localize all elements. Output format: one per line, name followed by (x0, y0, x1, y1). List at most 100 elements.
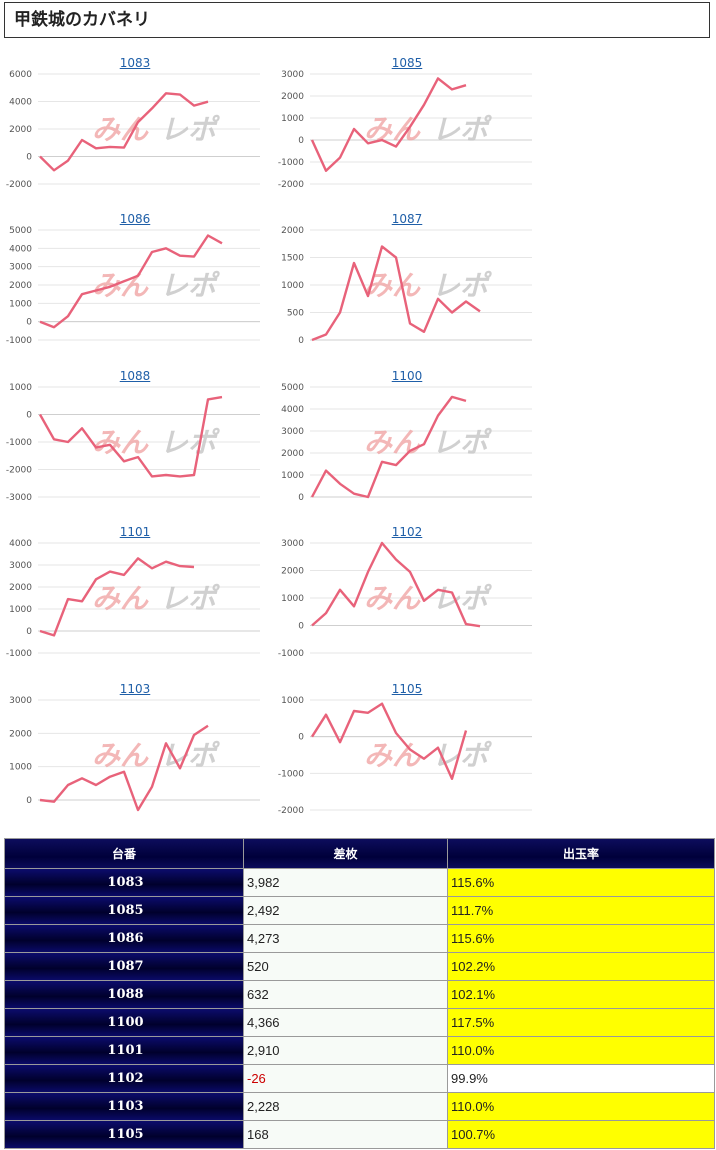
watermark-left: みん (92, 582, 149, 615)
y-tick-label: -2000 (278, 806, 304, 816)
unit-number-cell: 1105 (4, 1120, 244, 1149)
series-line (310, 77, 467, 173)
y-tick-label: -3000 (6, 493, 32, 503)
unit-number-cell: 1083 (4, 868, 244, 897)
y-tick-label: 3000 (281, 427, 304, 437)
watermark-right: レポ (160, 113, 220, 146)
y-tick-label: 4000 (281, 405, 304, 415)
chart-title-link[interactable]: 1085 (391, 56, 423, 70)
y-tick-label: 1000 (9, 605, 32, 615)
table-row: 1102 -26 99.9% (4, 1064, 715, 1093)
chart-svg: 2000 1500 1000 500 0 みん レポ (281, 226, 532, 346)
y-tick-label: 3000 (9, 561, 32, 571)
table-row: 1086 4,273 115.6% (4, 924, 715, 953)
table-header-row: 台番 差枚 出玉率 (4, 838, 715, 869)
unit-number-cell: 1087 (4, 952, 244, 981)
header-unit: 台番 (4, 838, 244, 869)
y-tick-label: -1000 (278, 158, 304, 168)
chart-title-link[interactable]: 1105 (391, 682, 423, 696)
payout-rate-cell: 111.7% (447, 896, 715, 925)
y-tick-label: 4000 (9, 539, 32, 549)
chart-1088: 1088 1000 0 -1000 -2000 -3000 みん レポ (0, 365, 270, 513)
y-tick-label: 1500 (281, 254, 304, 264)
table-row: 1083 3,982 115.6% (4, 868, 715, 897)
watermark-left: みん (92, 739, 149, 772)
chart-title-link[interactable]: 1102 (391, 525, 423, 539)
y-tick-label: 2000 (281, 449, 304, 459)
y-tick-label: 1000 (281, 471, 304, 481)
chart-1087: 1087 2000 1500 1000 500 0 みん レポ (272, 208, 542, 356)
diff-cell: 168 (243, 1120, 448, 1149)
y-tick-label: 3000 (9, 696, 32, 706)
chart-1101: 1101 4000 3000 2000 1000 0 -1000 みん レポ (0, 521, 270, 669)
y-tick-label: 5000 (281, 383, 304, 393)
y-tick-label: 1000 (9, 299, 32, 309)
series-line (310, 702, 468, 781)
y-tick-label: -1000 (278, 769, 304, 779)
y-tick-label: 2000 (9, 281, 32, 291)
unit-number-cell: 1101 (4, 1036, 244, 1065)
chart-title-link[interactable]: 1103 (119, 682, 151, 696)
y-tick-label: 2000 (281, 92, 304, 102)
chart-title: 1105 (272, 678, 542, 697)
watermark-right: レポ (160, 582, 220, 615)
y-tick-label: 1000 (281, 114, 304, 124)
y-tick-label: 0 (26, 627, 32, 637)
y-tick-label: 0 (26, 318, 32, 328)
y-tick-label: 1000 (281, 696, 304, 706)
unit-number-cell: 1103 (4, 1092, 244, 1121)
table-row: 1087 520 102.2% (4, 952, 715, 981)
y-tick-label: 2000 (9, 729, 32, 739)
chart-1083: 1083 6000 4000 2000 0 -2000 みん レポ (0, 52, 270, 200)
watermark-right: レポ (432, 113, 492, 146)
chart-1086: 1086 5000 4000 3000 2000 1000 0 -1000 みん レポ (0, 208, 270, 356)
chart-title: 1102 (272, 521, 542, 540)
diff-cell: 2,492 (243, 896, 448, 925)
y-tick-label: 3000 (281, 539, 304, 549)
watermark-left: みん (92, 113, 149, 146)
chart-title: 1100 (272, 365, 542, 384)
payout-rate-cell: 102.2% (447, 952, 715, 981)
unit-number-cell: 1102 (4, 1064, 244, 1093)
watermark-left: みん (364, 269, 421, 302)
y-tick-label: 5000 (9, 226, 32, 236)
chart-title-link[interactable]: 1101 (119, 525, 151, 539)
y-tick-label: 3000 (281, 70, 304, 80)
results-table: 台番 差枚 出玉率 1083 3,982 115.6% 1085 2,492 111.7%… (4, 838, 715, 1149)
y-tick-label: -1000 (6, 336, 32, 346)
chart-1105: 1105 1000 0 -1000 -2000 みん レポ (272, 678, 542, 826)
series-line (38, 395, 223, 478)
diff-cell: 3,982 (243, 868, 448, 897)
watermark-left: みん (364, 426, 421, 459)
header-diff: 差枚 (243, 838, 448, 869)
chart-title-link[interactable]: 1088 (119, 369, 151, 383)
chart-1102: 1102 3000 2000 1000 0 -1000 みん レポ (272, 521, 542, 669)
y-tick-label: -2000 (278, 180, 304, 190)
page-title: 甲鉄城のカバネリ (14, 10, 150, 30)
chart-title-link[interactable]: 1086 (119, 212, 151, 226)
watermark-right: レポ (160, 269, 220, 302)
unit-number-cell: 1100 (4, 1008, 244, 1037)
chart-title-link[interactable]: 1083 (119, 56, 151, 70)
chart-title: 1087 (272, 208, 542, 227)
y-tick-label: 0 (298, 622, 304, 632)
chart-title: 1101 (0, 521, 270, 540)
diff-cell: 2,228 (243, 1092, 448, 1121)
table-row: 1085 2,492 111.7% (4, 896, 715, 925)
chart-title-link[interactable]: 1087 (391, 212, 423, 226)
y-tick-label: 2000 (9, 125, 32, 135)
chart-svg: 3000 2000 1000 0 -1000 みん レポ (278, 539, 532, 659)
payout-rate-cell: 115.6% (447, 868, 715, 897)
y-tick-label: 2000 (281, 226, 304, 236)
y-tick-label: 0 (26, 411, 32, 421)
y-tick-label: 0 (26, 796, 32, 806)
payout-rate-cell: 100.7% (447, 1120, 715, 1149)
chart-title-link[interactable]: 1100 (391, 369, 423, 383)
unit-number-cell: 1088 (4, 980, 244, 1009)
y-tick-label: 2000 (281, 567, 304, 577)
diff-cell: 632 (243, 980, 448, 1009)
y-tick-label: 1000 (281, 594, 304, 604)
